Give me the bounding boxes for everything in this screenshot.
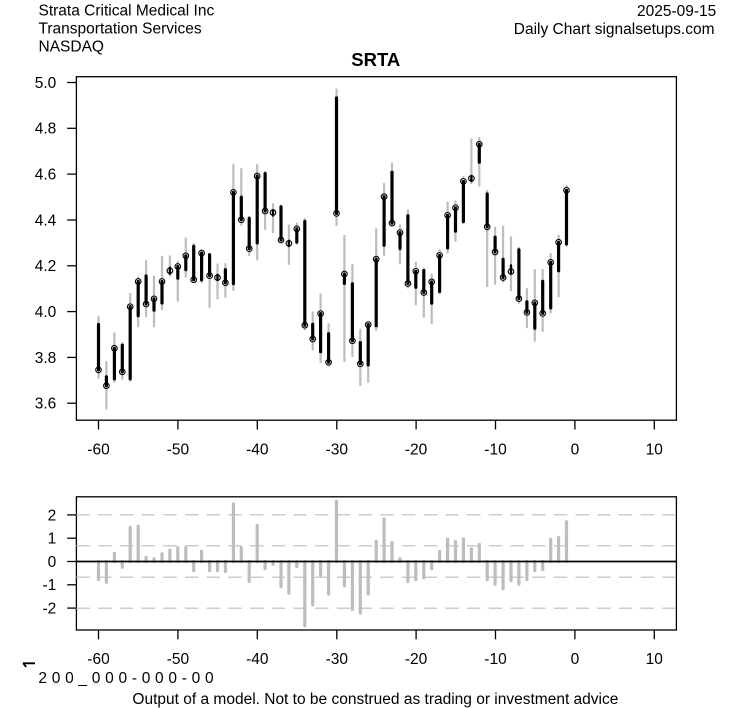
- svg-text:-10: -10: [484, 651, 507, 668]
- svg-text:-20: -20: [405, 441, 428, 458]
- svg-text:-30: -30: [326, 651, 349, 668]
- svg-text:2 0 0 _ 0 0 0 - 0 0 0 - 0 0: 2 0 0 _ 0 0 0 - 0 0 0 - 0 0: [38, 670, 214, 687]
- svg-text:1: 1: [48, 531, 57, 548]
- svg-text:-10: -10: [484, 441, 507, 458]
- svg-text:10: 10: [646, 651, 664, 668]
- svg-text:-1: -1: [43, 577, 57, 594]
- svg-text:4.4: 4.4: [35, 212, 57, 229]
- svg-text:4.2: 4.2: [35, 258, 57, 275]
- svg-text:0: 0: [571, 651, 580, 668]
- svg-text:-60: -60: [87, 651, 110, 668]
- svg-text:-20: -20: [405, 651, 428, 668]
- svg-text:4.0: 4.0: [35, 304, 57, 321]
- svg-text:-50: -50: [167, 651, 190, 668]
- svg-text:4.8: 4.8: [35, 121, 57, 138]
- svg-text:3.8: 3.8: [35, 350, 57, 367]
- svg-text:-40: -40: [246, 651, 269, 668]
- svg-text:-50: -50: [167, 441, 190, 458]
- svg-text:-30: -30: [326, 441, 349, 458]
- svg-text:NASDAQ: NASDAQ: [39, 38, 104, 55]
- svg-text:Strata Critical Medical Inc: Strata Critical Medical Inc: [39, 3, 215, 20]
- svg-text:0: 0: [571, 441, 580, 458]
- svg-text:4.6: 4.6: [35, 167, 57, 184]
- svg-text:-2: -2: [43, 601, 57, 618]
- svg-text:SRTA: SRTA: [351, 49, 400, 70]
- svg-text:Daily Chart signalsetups.com: Daily Chart signalsetups.com: [514, 21, 715, 38]
- svg-text:-40: -40: [246, 441, 269, 458]
- svg-text:0: 0: [48, 554, 57, 571]
- svg-text:-60: -60: [87, 441, 110, 458]
- svg-text:Output of a model. Not to be c: Output of a model. Not to be construed a…: [132, 691, 618, 708]
- svg-text:Transportation Services: Transportation Services: [39, 21, 202, 38]
- svg-text:5.0: 5.0: [35, 75, 57, 92]
- svg-text:2025-09-15: 2025-09-15: [637, 3, 716, 20]
- svg-text:3.6: 3.6: [35, 396, 57, 413]
- svg-text:10: 10: [646, 441, 664, 458]
- svg-text:2: 2: [48, 507, 57, 524]
